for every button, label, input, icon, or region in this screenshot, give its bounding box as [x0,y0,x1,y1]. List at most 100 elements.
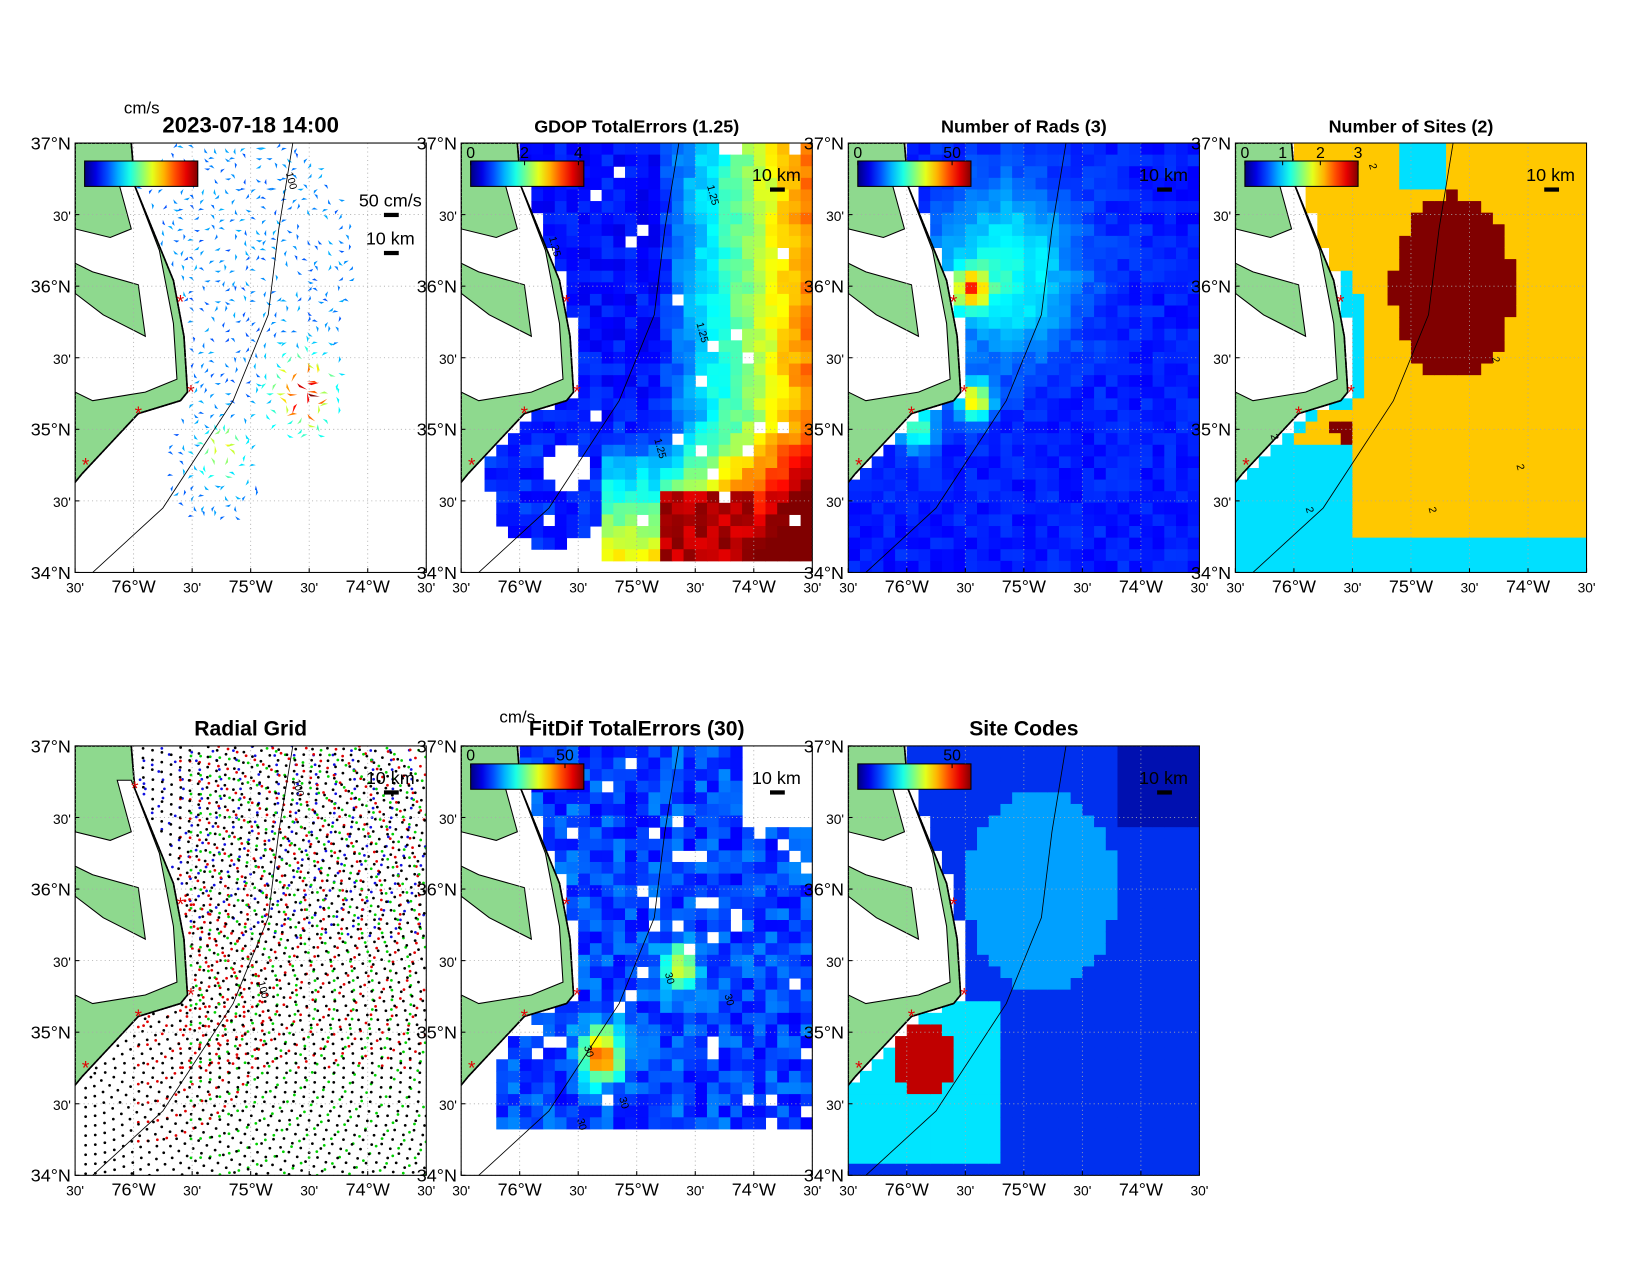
field-cell [660,235,673,249]
radial-grid-dot [196,927,200,931]
field-cell [742,305,755,318]
field-cell [1364,444,1377,457]
field-cell [1047,375,1060,388]
radial-grid-dot [290,830,294,834]
field-cell [953,270,966,283]
field-cell [1152,537,1165,550]
field-cell [1317,409,1330,423]
radial-grid-dot [293,893,296,897]
field-cell [1329,491,1342,504]
field-cell [1117,166,1130,179]
field-cell [1012,386,1025,399]
field-cell [777,491,790,504]
axes-frame [1234,142,1588,573]
radial-grid-dot [405,1096,409,1099]
field-cell [1000,386,1013,399]
field-cell [1070,421,1083,434]
radial-grid-dot [368,934,372,938]
radial-grid-dot [302,769,306,773]
map-panel: ***** [848,143,1200,573]
current-vector [197,351,205,355]
field-cell [578,375,591,388]
field-cell [1035,177,1048,190]
current-vector [307,390,318,394]
field-cell [730,363,743,376]
field-cell [1492,351,1506,365]
radial-grid-dot [244,754,248,758]
field-cell [1481,154,1494,167]
radial-grid-dot [341,888,345,892]
radial-grid-dot [274,1012,277,1016]
field-cell [1293,143,1307,156]
current-vector [219,219,225,223]
radial-grid-dot [353,881,357,884]
field-cell [1282,433,1295,446]
radial-grid-dot [189,1156,193,1160]
field-cell [660,363,673,376]
field-cell [977,363,990,376]
field-cell [788,201,802,214]
field-cell [1410,328,1424,341]
field-cell [918,189,931,202]
current-vector [182,444,185,452]
radial-grid-dot [287,883,291,887]
field-cell [977,433,990,446]
field-cell [1270,479,1283,492]
current-vector [266,413,271,420]
radial-grid-dot [207,821,211,825]
radial-grid-dot [279,1049,283,1053]
radial-grid-dot [183,1088,186,1092]
field-cell [730,491,743,504]
current-vector [218,260,225,264]
field-cell [1492,386,1506,399]
field-cell [730,398,743,411]
field-cell [1129,166,1142,179]
field-cell [753,479,767,492]
field-cell [1058,398,1072,411]
current-vector [214,234,218,241]
radial-grid-dot [129,1085,132,1088]
current-vector [296,342,300,349]
site-marker: * [1295,404,1303,425]
field-cell [1574,235,1587,249]
current-vector [338,199,345,202]
field-cell [1504,143,1517,156]
field-cell [718,549,731,562]
field-cell [496,467,509,481]
field-cell [554,235,568,249]
field-cell [1152,317,1165,330]
radial-grid-dot [363,983,367,987]
field-cell [625,166,638,179]
field-cell [1539,201,1552,214]
field-cell [1035,386,1048,399]
field-cell [1152,154,1165,167]
radial-grid-dot [408,969,412,973]
field-cell [777,479,790,492]
field-cell [1516,270,1529,283]
field-cell [1317,235,1330,249]
field-cell [1082,317,1095,330]
panel-title: Number of Sites (2) [1329,116,1494,136]
field-cell [788,467,802,481]
radial-grid-dot [228,815,231,819]
radial-grid-dot [417,913,421,916]
radial-grid-dot [236,866,239,870]
field-cell [648,433,661,446]
field-cell [1129,537,1142,550]
field-cell [1492,537,1506,550]
radial-grid-dot [414,756,417,760]
radial-grid-dot [257,993,261,997]
radial-grid-dot [233,971,236,974]
current-vector [210,204,215,210]
radial-grid-dot [357,922,360,926]
field-cell [895,549,908,562]
current-vector [296,233,299,241]
field-cell [1504,491,1517,504]
field-cell [1070,526,1083,539]
field-cell [765,177,778,190]
field-cell [601,433,614,446]
radial-grid-dot [348,814,351,818]
field-cell [1247,502,1260,515]
field-cell [1293,502,1307,515]
radial-grid-dot [221,1078,225,1082]
